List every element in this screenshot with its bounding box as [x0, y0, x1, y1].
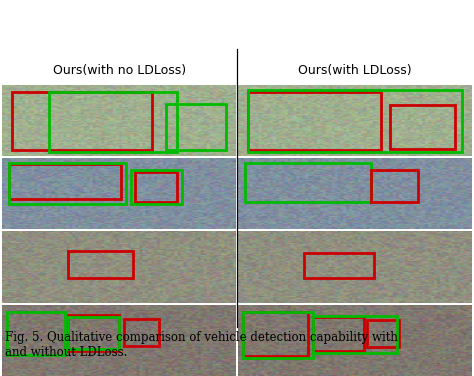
Bar — [68, 250, 133, 277]
Bar — [12, 92, 152, 150]
Bar — [7, 312, 65, 355]
Bar — [313, 317, 364, 351]
Bar — [371, 170, 418, 202]
Bar — [366, 320, 399, 347]
Bar — [247, 92, 381, 150]
Bar — [390, 105, 456, 149]
Bar — [136, 172, 177, 202]
Bar — [247, 89, 462, 153]
Bar — [68, 317, 119, 349]
Text: Fig. 5. Qualitative comparison of vehicle detection capability with
and without : Fig. 5. Qualitative comparison of vehicl… — [5, 331, 398, 359]
Bar — [313, 316, 397, 353]
Bar — [9, 163, 126, 204]
Bar — [68, 315, 119, 351]
Bar — [303, 253, 374, 277]
Bar — [49, 92, 177, 153]
Bar — [131, 170, 182, 204]
Bar — [243, 312, 308, 356]
Bar — [243, 312, 313, 358]
Bar — [245, 163, 371, 202]
Bar — [124, 319, 159, 346]
Text: Ours(with no LDLoss): Ours(with no LDLoss) — [53, 64, 186, 77]
Text: Ours(with LDLoss): Ours(with LDLoss) — [298, 64, 412, 77]
Bar — [166, 104, 227, 150]
Bar — [9, 164, 121, 199]
